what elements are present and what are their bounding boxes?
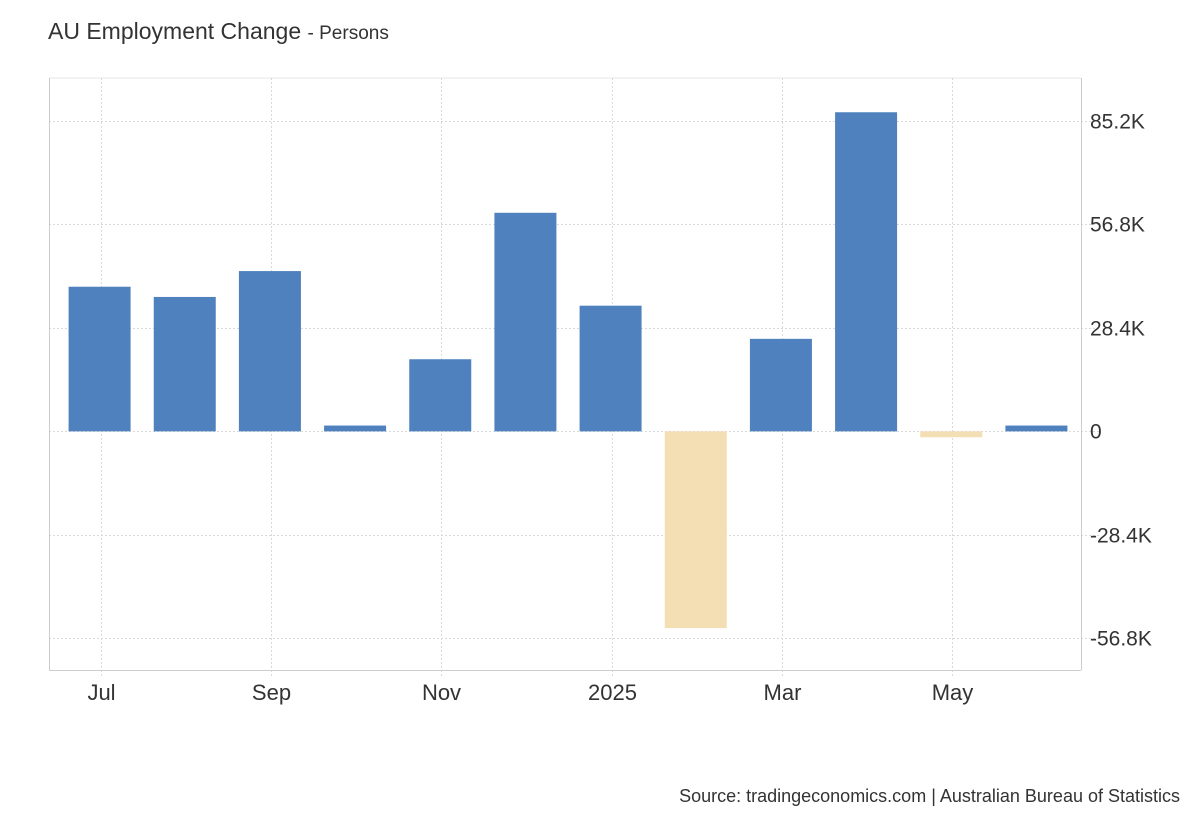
- x-tick-label: Nov: [422, 680, 461, 705]
- chart-title-text: AU Employment Change: [48, 18, 302, 44]
- bar-aug-2024[interactable]: [153, 296, 216, 432]
- x-tick-label: May: [932, 680, 974, 705]
- bar-jun-2025[interactable]: [1005, 425, 1068, 432]
- bar-apr-2025[interactable]: [835, 112, 898, 432]
- y-tick-label: 85.2K: [1090, 111, 1145, 134]
- bar-nov-2024[interactable]: [409, 359, 472, 432]
- bar-oct-2024[interactable]: [324, 425, 387, 432]
- x-tick-label: 2025: [588, 680, 637, 705]
- y-tick-label: -28.4K: [1090, 525, 1152, 548]
- chart-title: AU Employment Change - Persons: [48, 18, 389, 45]
- bar-layer: [68, 112, 1068, 629]
- bar-may-2025[interactable]: [920, 431, 983, 438]
- y-tick-label: 56.8K: [1090, 214, 1145, 237]
- x-tick-label: Jul: [87, 680, 115, 705]
- source-attribution: Source: tradingeconomics.com | Australia…: [679, 786, 1180, 806]
- y-tick-label: -56.8K: [1090, 628, 1152, 651]
- bar-sep-2024[interactable]: [238, 271, 301, 432]
- bar-feb-2025[interactable]: [664, 431, 727, 629]
- bar-jul-2024[interactable]: [68, 286, 131, 432]
- bar-mar-2025[interactable]: [749, 338, 812, 432]
- y-tick-label: 28.4K: [1090, 318, 1145, 341]
- bar-dec-2024[interactable]: [494, 212, 557, 432]
- y-tick-label: 0: [1090, 421, 1102, 444]
- axis-layer: 85.2K 56.8K 28.4K 0 -28.4K -56.8K Jul Sep Nov 202…: [49, 78, 1152, 705]
- employment-change-chart: 85.2K 56.8K 28.4K 0 -28.4K -56.8K Jul Sep Nov 202…: [49, 77, 1152, 705]
- x-tick-label: Mar: [764, 680, 802, 705]
- chart-subtitle: - Persons: [307, 23, 389, 44]
- x-tick-label: Sep: [252, 680, 291, 705]
- bar-jan-2025[interactable]: [579, 305, 642, 432]
